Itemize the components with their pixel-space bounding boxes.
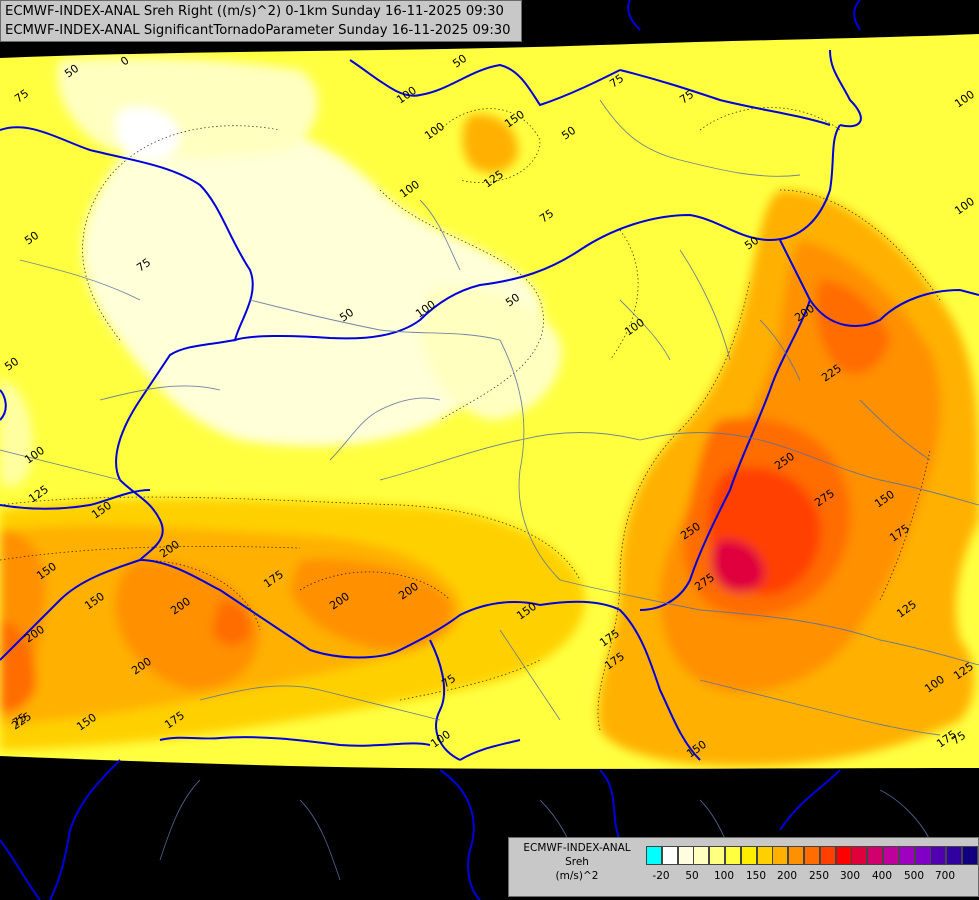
legend-swatch [851,846,868,865]
legend-swatch [898,846,915,865]
legend-tick-label: 300 [839,870,861,882]
color-legend: ECMWF-INDEX-ANAL Sreh (m/s)^2 -20 50 100 15… [508,837,979,897]
legend-tick-label: 250 [808,870,830,882]
legend-swatch [725,846,741,865]
legend-swatch [962,846,978,865]
low-helicity-zone-center [420,287,562,420]
orange-core-s [290,559,452,650]
legend-title-line-3: (m/s)^2 [555,870,599,882]
red-spot-sw [212,600,251,646]
legend-swatch [756,846,773,865]
legend-swatch [693,846,710,865]
legend-tick-label: 400 [871,870,893,882]
legend-tick-label: 500 [903,870,925,882]
map-title-box: ECMWF-INDEX-ANAL Sreh Right ((m/s)^2) 0-… [0,0,522,42]
legend-swatch [946,846,963,865]
low-helicity-zone-west [82,118,544,446]
legend-tick-label: -20 [652,870,670,882]
rivers [0,99,979,881]
red-core-west [0,620,36,713]
legend-swatch [867,846,884,865]
legend-tick-label: 200 [776,870,798,882]
legend-swatch [835,846,852,865]
legend-swatch [930,846,947,865]
minimum-zone [115,106,180,160]
legend-swatch [804,846,820,865]
legend-swatch [819,846,836,865]
legend-title-line-1: ECMWF-INDEX-ANAL [523,842,631,854]
legend-swatch [883,846,899,865]
legend-swatch [740,846,757,865]
maximum-core [711,539,765,593]
title-line-2: ECMWF-INDEX-ANAL SignificantTornadoParam… [5,23,511,38]
legend-tick-label: 700 [934,870,956,882]
contour-lines [0,107,941,731]
pale-zone-left [0,380,33,487]
legend-swatch [646,846,662,865]
sreh-field [0,34,979,769]
title-line-1: ECMWF-INDEX-ANAL Sreh Right ((m/s)^2) 0-… [5,4,504,19]
legend-tick-label: 100 [713,870,735,882]
legend-swatch [788,846,805,865]
legend-swatch [661,846,678,865]
legend-swatch [914,846,931,865]
legend-title-line-2: Sreh [565,856,589,868]
orange-spot-north [462,114,519,173]
legend-tick-label: 150 [745,870,767,882]
legend-tick-label: 50 [685,870,699,882]
legend-swatch [772,846,789,865]
legend-swatch [677,846,694,865]
legend-swatch [709,846,726,865]
